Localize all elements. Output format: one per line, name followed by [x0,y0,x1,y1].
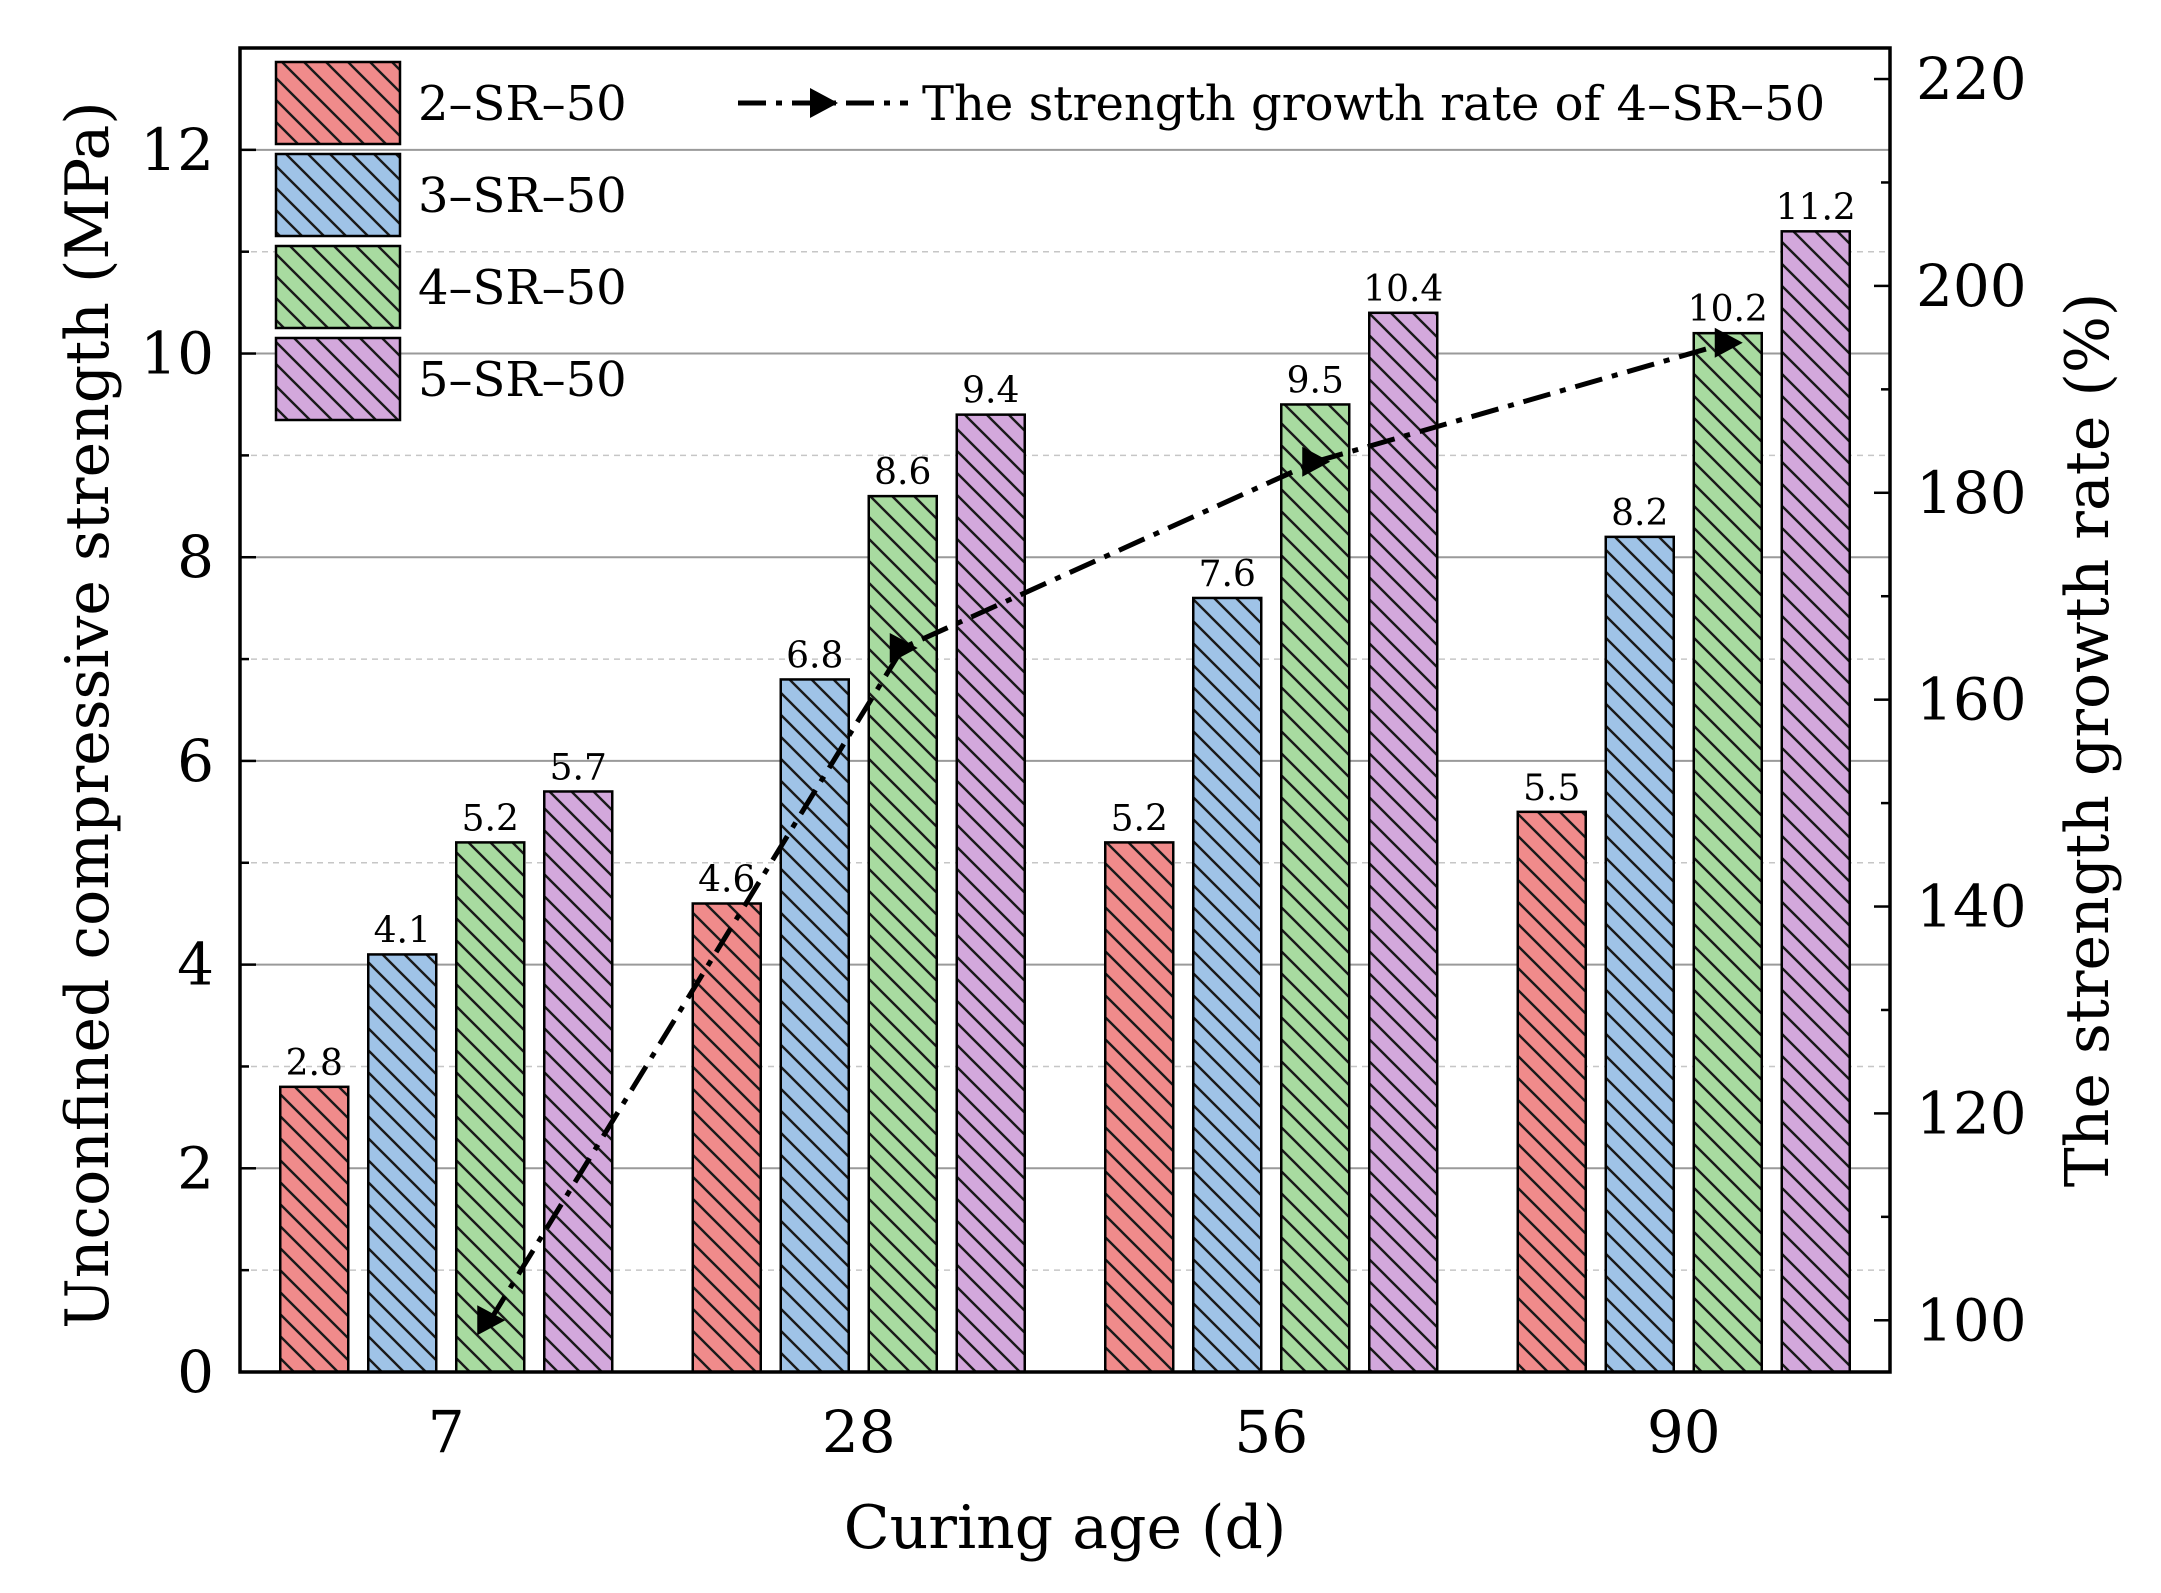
bar-hatch [1516,810,1587,1374]
bar-hatch [867,494,938,1374]
y-axis-title: Unconfined compressive strength (MPa) [53,101,123,1328]
line-marker [477,1305,506,1336]
bar-hatch [1780,230,1851,1374]
bar-hatch [543,790,614,1374]
legend-swatch-hatch [274,244,402,330]
plot-frame [238,46,1892,1374]
y-tick-label: 6 [177,727,214,795]
bar-hatch [279,1085,350,1374]
bar-hatch [1368,311,1439,1374]
y2-tick-label: 140 [1916,873,2027,941]
y-tick-label: 2 [177,1134,214,1202]
growth-rate-line [477,327,1743,1336]
growth-rate-polyline [488,340,1729,1322]
legend-swatch-hatch [274,152,402,238]
x-tick-label: 7 [428,1398,465,1466]
y2-axis-title: The strength growth rate (%) [2053,293,2123,1188]
data-labels: 2.8 4.6 5.2 5.5 4.1 6.8 7.6 8.2 5.2 8.6 9.5 10.2 5.7… [286,187,1856,1084]
line-marker [1714,327,1743,358]
bar-hatch [1192,596,1263,1374]
data-label: 5.7 [550,747,607,788]
data-label: 4.1 [374,910,431,951]
bar-hatch [1104,841,1175,1374]
data-label: 8.6 [874,452,931,493]
legend-label: The strength growth rate of 4–SR–50 [922,76,1825,132]
axes: 0 2 4 6 8 10 12 100 120 140 160 180 200 220 7 28 56 90 [140,45,2027,1466]
legend-swatch-hatch [274,336,402,422]
data-label: 4.6 [698,860,755,901]
data-label: 11.2 [1776,187,1856,228]
data-label: 9.5 [1287,360,1344,401]
data-label: 10.4 [1363,269,1443,310]
y-tick-label: 10 [140,320,214,388]
y2-tick-label: 120 [1916,1079,2027,1147]
bar-hatch [691,902,762,1374]
legend: 2–SR–50 3–SR–50 4–SR–50 5–SR–50 The strength… [274,60,1825,422]
bars [279,230,1851,1374]
legend-label: 3–SR–50 [418,168,627,224]
y2-tick-label: 100 [1916,1286,2027,1354]
line-marker [1302,446,1331,477]
y2-tick-label: 220 [1916,45,2027,113]
x-axis-title: Curing age (d) [844,1493,1287,1563]
bar-hatch [367,953,438,1374]
data-label: 5.5 [1523,768,1580,809]
x-tick-label: 28 [822,1398,896,1466]
data-label: 8.2 [1611,493,1668,534]
data-label: 2.8 [286,1043,343,1084]
data-label: 10.2 [1688,289,1768,330]
y2-tick-label: 160 [1916,666,2027,734]
legend-label: 4–SR–50 [418,260,627,316]
data-label: 9.4 [962,371,1019,412]
legend-swatch-hatch [274,60,402,146]
data-label: 5.2 [1111,798,1168,839]
bar-hatch [955,413,1026,1374]
y-tick-label: 12 [140,116,214,184]
bar-hatch [1604,535,1675,1374]
legend-label: 2–SR–50 [418,76,627,132]
bar-hatch [779,678,850,1374]
line-marker [889,632,918,663]
bar-hatch [1692,331,1763,1374]
data-label: 5.2 [462,798,519,839]
y-tick-label: 8 [177,523,214,591]
data-label: 6.8 [786,635,843,676]
y2-tick-label: 200 [1916,252,2027,320]
data-label: 7.6 [1199,554,1256,595]
legend-line-marker [810,88,838,118]
bar-hatch [455,841,526,1374]
legend-label: 5–SR–50 [418,352,627,408]
bar-hatch [1280,403,1351,1374]
y2-tick-label: 180 [1916,459,2027,527]
x-tick-label: 90 [1647,1398,1721,1466]
x-tick-label: 56 [1234,1398,1308,1466]
y-tick-label: 4 [177,931,214,999]
y-tick-label: 0 [177,1338,214,1406]
